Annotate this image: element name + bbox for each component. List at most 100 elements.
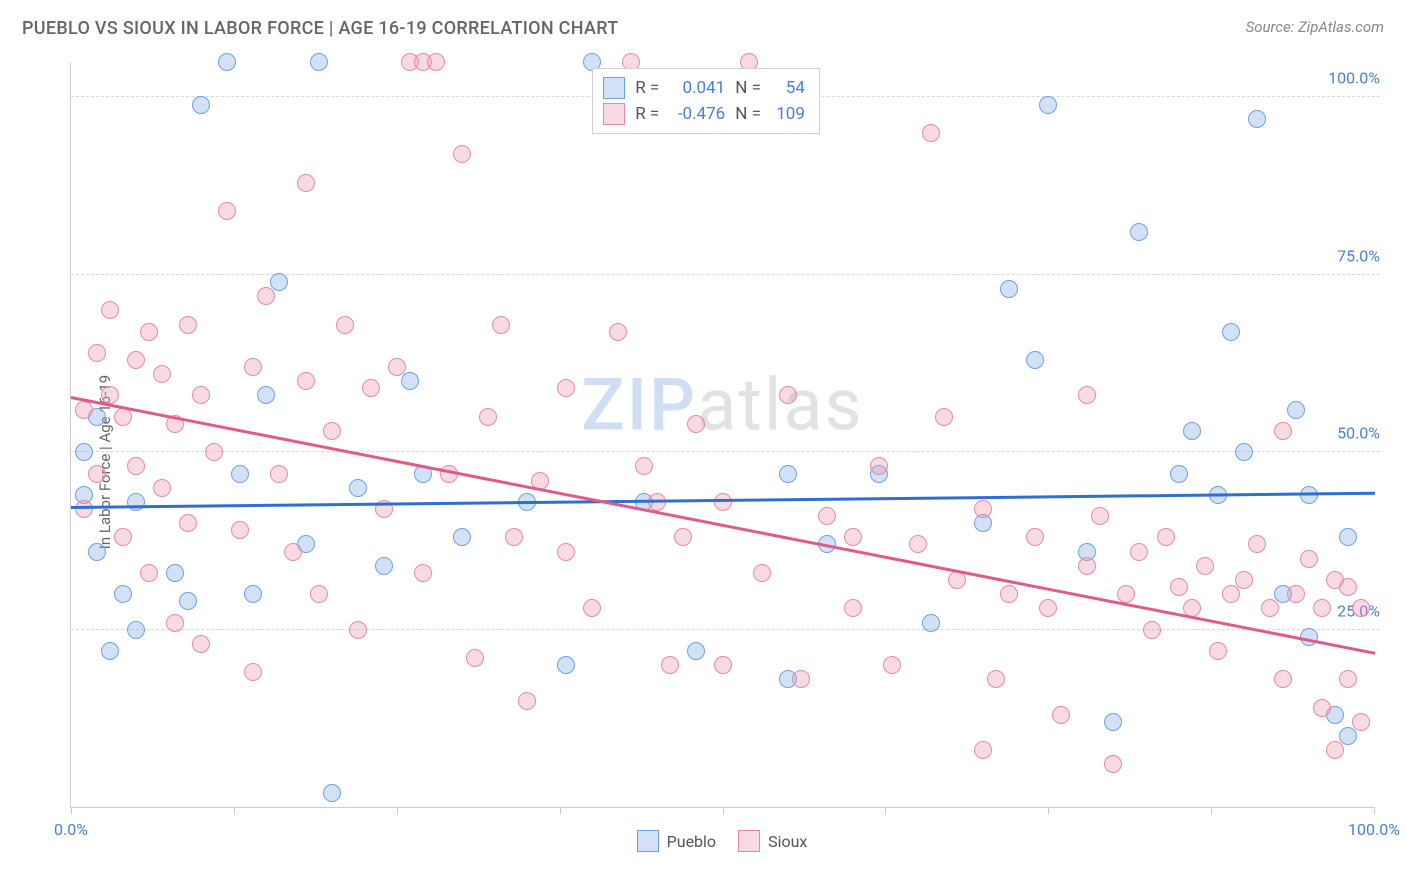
data-point <box>1313 699 1331 717</box>
data-point <box>140 323 158 341</box>
data-point <box>114 408 132 426</box>
data-point <box>883 656 901 674</box>
data-point <box>270 273 288 291</box>
data-point <box>388 358 406 376</box>
data-point <box>492 316 510 334</box>
data-point <box>231 465 249 483</box>
data-point <box>1248 110 1266 128</box>
gridline <box>71 274 1380 275</box>
data-point <box>974 741 992 759</box>
y-tick-label: 75.0% <box>1331 246 1380 265</box>
legend-row-pueblo: R = 0.041 N = 54 <box>603 75 805 101</box>
data-point <box>779 465 797 483</box>
n-label: N = <box>735 78 761 98</box>
data-point <box>310 585 328 603</box>
data-point <box>127 351 145 369</box>
y-tick-label: 100.0% <box>1322 69 1380 88</box>
data-point <box>1339 727 1357 745</box>
data-point <box>297 174 315 192</box>
legend-item: Sioux <box>738 830 807 852</box>
data-point <box>1274 670 1292 688</box>
gridline <box>71 629 1380 630</box>
data-point <box>192 386 210 404</box>
x-tick <box>560 807 561 814</box>
data-point <box>674 528 692 546</box>
x-tick <box>1211 807 1212 814</box>
data-point <box>270 465 288 483</box>
data-point <box>205 443 223 461</box>
x-tick <box>885 807 886 814</box>
data-point <box>218 202 236 220</box>
swatch-pueblo <box>603 77 625 99</box>
data-point <box>1261 599 1279 617</box>
data-point <box>1039 96 1057 114</box>
data-point <box>583 599 601 617</box>
chart-area: In Labor Force | Age 16-19 ZIPatlas R = … <box>22 54 1384 870</box>
data-point <box>153 479 171 497</box>
data-point <box>1313 599 1331 617</box>
legend-item: Pueblo <box>637 830 716 852</box>
data-point <box>114 585 132 603</box>
r-label: R = <box>635 104 659 124</box>
data-point <box>1339 528 1357 546</box>
data-point <box>362 379 380 397</box>
n-label: N = <box>735 104 761 124</box>
data-point <box>1287 585 1305 603</box>
data-point <box>922 124 940 142</box>
data-point <box>349 479 367 497</box>
data-point <box>192 635 210 653</box>
data-point <box>101 301 119 319</box>
data-point <box>1170 578 1188 596</box>
data-point <box>753 564 771 582</box>
n-value-sioux: 109 <box>771 104 805 124</box>
data-point <box>1170 465 1188 483</box>
data-point <box>257 386 275 404</box>
data-point <box>414 564 432 582</box>
data-point <box>75 500 93 518</box>
data-point <box>635 457 653 475</box>
data-point <box>557 543 575 561</box>
data-point <box>714 656 732 674</box>
data-point <box>257 287 275 305</box>
data-point <box>192 96 210 114</box>
data-point <box>466 649 484 667</box>
data-point <box>714 493 732 511</box>
x-tick <box>723 807 724 814</box>
data-point <box>375 557 393 575</box>
data-point <box>218 53 236 71</box>
chart-title: PUEBLO VS SIOUX IN LABOR FORCE | AGE 16-… <box>22 18 619 39</box>
data-point <box>505 528 523 546</box>
data-point <box>75 401 93 419</box>
data-point <box>844 599 862 617</box>
data-point <box>687 642 705 660</box>
x-tick <box>1048 807 1049 814</box>
watermark-bold: ZIP <box>581 362 697 447</box>
data-point <box>1222 323 1240 341</box>
data-point <box>127 457 145 475</box>
data-point <box>453 528 471 546</box>
data-point <box>609 323 627 341</box>
data-point <box>127 621 145 639</box>
data-point <box>1196 557 1214 575</box>
data-point <box>779 386 797 404</box>
data-point <box>818 507 836 525</box>
data-point <box>909 535 927 553</box>
legend-swatch <box>637 830 659 852</box>
r-value-sioux: -0.476 <box>669 104 725 124</box>
x-tick <box>234 807 235 814</box>
trend-line <box>71 396 1375 654</box>
data-point <box>127 493 145 511</box>
data-point <box>987 670 1005 688</box>
n-value-pueblo: 54 <box>771 78 805 98</box>
data-point <box>427 53 445 71</box>
data-point <box>1222 585 1240 603</box>
data-point <box>323 422 341 440</box>
data-point <box>231 521 249 539</box>
data-point <box>870 457 888 475</box>
data-point <box>140 564 158 582</box>
data-point <box>75 443 93 461</box>
data-point <box>179 592 197 610</box>
x-tick <box>71 807 72 814</box>
data-point <box>557 379 575 397</box>
data-point <box>935 408 953 426</box>
